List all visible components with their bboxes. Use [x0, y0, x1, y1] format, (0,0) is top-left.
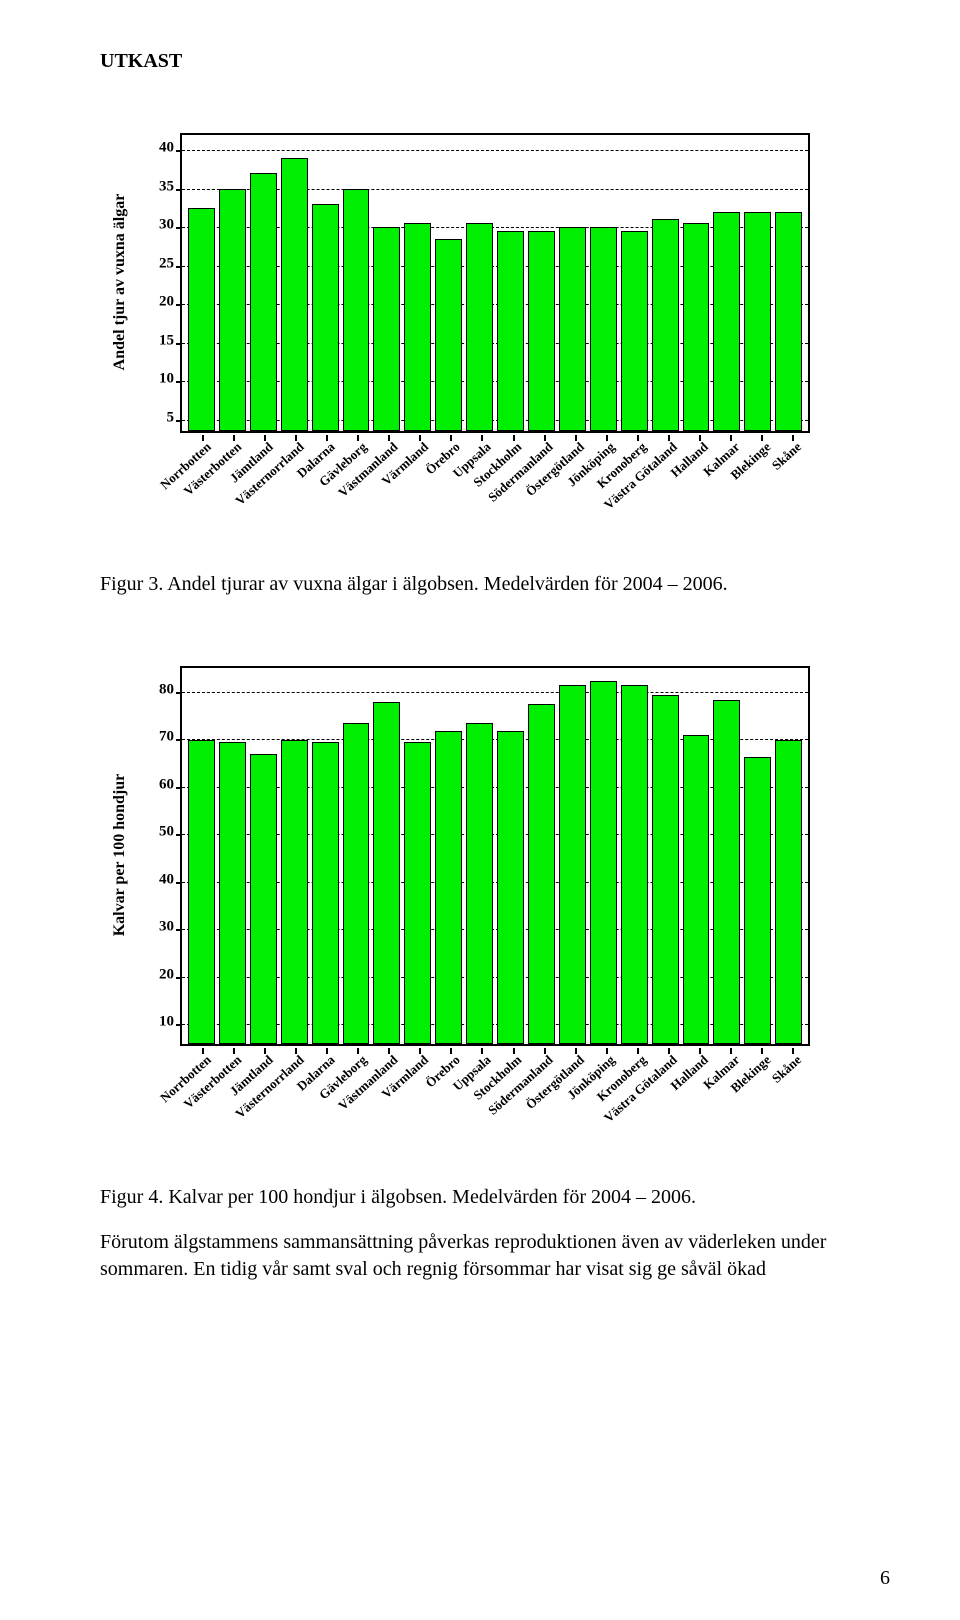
figure-4-caption: Figur 4. Kalvar per 100 hondjur i älgobs…: [100, 1186, 890, 1209]
x-tick-label: Skåne: [769, 439, 805, 474]
bar: [219, 189, 246, 431]
bar: [652, 695, 679, 1044]
y-tick-label: 20: [144, 966, 174, 983]
chart-plot-area: [180, 133, 810, 433]
y-axis-label: Kalvar per 100 hondjur: [111, 755, 129, 955]
bar: [713, 212, 740, 431]
bar: [373, 702, 400, 1044]
y-tick-label: 20: [144, 294, 174, 311]
bar: [373, 227, 400, 431]
bar: [713, 700, 740, 1044]
bar: [744, 212, 771, 431]
bar: [528, 231, 555, 431]
x-tick-label: Skåne: [769, 1052, 805, 1087]
bar: [188, 740, 215, 1044]
bar: [775, 212, 802, 431]
y-tick-label: 40: [144, 871, 174, 888]
bar: [497, 731, 524, 1045]
bar: [343, 723, 370, 1044]
chart-2: Kalvar per 100 hondjur1020304050607080No…: [140, 666, 890, 1156]
bar: [312, 742, 339, 1044]
page-header: UTKAST: [100, 50, 890, 73]
y-axis-label: Andel tjur av vuxna älgar: [111, 182, 129, 382]
bar: [621, 231, 648, 431]
bar: [528, 704, 555, 1044]
y-tick-label: 10: [144, 371, 174, 388]
bar: [281, 740, 308, 1044]
y-tick-label: 30: [144, 919, 174, 936]
bar: [188, 208, 215, 431]
bar: [683, 223, 710, 431]
y-tick-label: 50: [144, 824, 174, 841]
y-tick-label: 30: [144, 217, 174, 234]
bar: [343, 189, 370, 431]
bar: [590, 681, 617, 1044]
bar: [404, 223, 431, 431]
bar: [250, 754, 277, 1044]
body-paragraph: Förutom älgstammens sammansättning påver…: [100, 1229, 890, 1283]
bar: [559, 685, 586, 1044]
chart-1: Andel tjur av vuxna älgar510152025303540…: [140, 133, 890, 543]
bar: [435, 731, 462, 1045]
bar: [281, 158, 308, 431]
bar: [497, 231, 524, 431]
bar: [683, 735, 710, 1044]
bar: [775, 740, 802, 1044]
bar: [744, 757, 771, 1044]
bar: [312, 204, 339, 431]
bar: [590, 227, 617, 431]
page-number: 6: [880, 1567, 890, 1590]
y-tick-label: 80: [144, 681, 174, 698]
bar: [652, 219, 679, 431]
y-tick-label: 40: [144, 140, 174, 157]
bar: [435, 239, 462, 431]
bar: [621, 685, 648, 1044]
y-tick-label: 70: [144, 729, 174, 746]
bar: [466, 223, 493, 431]
chart-plot-area: [180, 666, 810, 1046]
bar: [404, 742, 431, 1044]
y-tick-label: 25: [144, 255, 174, 272]
y-tick-label: 15: [144, 332, 174, 349]
y-tick-label: 5: [144, 409, 174, 426]
bar: [466, 723, 493, 1044]
bar: [219, 742, 246, 1044]
y-tick-label: 35: [144, 178, 174, 195]
figure-3-caption: Figur 3. Andel tjurar av vuxna älgar i ä…: [100, 573, 890, 596]
y-tick-label: 10: [144, 1014, 174, 1031]
y-tick-label: 60: [144, 776, 174, 793]
bar: [250, 173, 277, 431]
bar: [559, 227, 586, 431]
